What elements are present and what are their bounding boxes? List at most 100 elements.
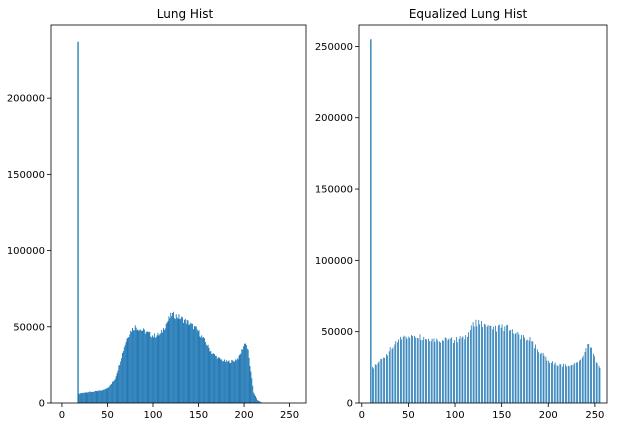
equalized-lung-hist-bar xyxy=(408,336,410,403)
equalized-lung-hist-bar xyxy=(451,337,453,403)
equalized-lung-hist-bar xyxy=(439,341,440,403)
lung-hist-bar xyxy=(243,346,245,403)
equalized-lung-hist-bar xyxy=(448,338,450,403)
equalized-lung-hist-bar xyxy=(440,342,441,403)
lung-hist-bar xyxy=(109,385,111,403)
equalized-lung-hist-bar xyxy=(576,362,578,403)
lung-hist-bar xyxy=(211,354,213,403)
lung-hist-bar xyxy=(137,329,139,403)
equalized-lung-hist-bar xyxy=(400,339,402,403)
equalized-lung-hist-bar xyxy=(433,338,435,403)
lung-hist-bar xyxy=(177,318,179,403)
equalized-lung-hist-bar xyxy=(384,357,385,403)
lung-hist-bar xyxy=(113,380,115,403)
lung-hist-bar xyxy=(146,331,148,403)
lung-hist-bar xyxy=(138,331,140,403)
equalized-lung-hist-bar xyxy=(593,353,594,403)
lung-hist-x-tick-label: 50 xyxy=(101,410,114,421)
equalized-lung-hist-bar xyxy=(475,319,477,403)
equalized-lung-hist-bar xyxy=(483,323,485,403)
equalized-lung-hist-bar xyxy=(512,333,514,403)
lung-hist-bar xyxy=(97,390,99,403)
equalized-lung-hist-bar xyxy=(510,330,511,403)
lung-hist-bar xyxy=(118,365,120,403)
lung-hist-bar xyxy=(162,332,164,403)
lung-hist-bar xyxy=(220,359,222,403)
equalized-lung-hist-bar xyxy=(378,361,380,403)
equalized-lung-hist-bar xyxy=(458,338,460,403)
lung-hist-bar xyxy=(212,353,214,403)
lung-hist-bar xyxy=(197,331,199,403)
equalized-lung-hist-bar xyxy=(574,362,576,403)
equalized-lung-hist-bar xyxy=(400,336,401,403)
lung-hist-bar xyxy=(173,311,174,403)
lung-hist-bar xyxy=(241,349,243,403)
lung-hist-bar xyxy=(165,323,167,403)
equalized-lung-hist-bar xyxy=(500,327,502,403)
lung-hist-bar xyxy=(102,390,103,403)
equalized-lung-hist-bar xyxy=(405,336,407,403)
lung-hist-bar xyxy=(84,392,86,403)
equalized-lung-hist-bar xyxy=(375,364,377,403)
lung-hist-bar xyxy=(158,335,160,403)
lung-hist-bar xyxy=(108,387,110,403)
lung-hist-bar xyxy=(149,331,151,403)
equalized-lung-hist-bar xyxy=(565,364,566,403)
equalized-lung-hist-bar xyxy=(416,338,418,403)
lung-hist-bar xyxy=(214,354,215,403)
equalized-lung-hist-bar xyxy=(455,337,457,403)
lung-hist-bar xyxy=(238,355,240,403)
lung-hist-bar xyxy=(88,392,90,403)
lung-hist-y-tick-label: 200000 xyxy=(7,94,45,105)
lung-hist-bar xyxy=(82,392,84,403)
equalized-lung-hist-y-tick-label: 0 xyxy=(347,399,353,410)
lung-hist-bar xyxy=(132,327,133,403)
equalized-lung-hist-bar xyxy=(377,363,379,403)
equalized-lung-hist-x-tick-label: 50 xyxy=(402,410,415,421)
equalized-lung-hist-bar xyxy=(554,362,556,403)
lung-hist-bar xyxy=(189,324,191,403)
lung-hist-bar xyxy=(198,330,200,403)
equalized-lung-hist-bar xyxy=(484,324,486,403)
lung-hist-bar xyxy=(250,371,252,403)
equalized-lung-hist-y-tick-label: 50000 xyxy=(321,327,353,338)
equalized-lung-hist-bar xyxy=(573,364,575,403)
equalized-lung-hist-bar xyxy=(436,338,438,403)
equalized-lung-hist-bar xyxy=(398,339,399,403)
lung-hist-bar xyxy=(119,364,121,403)
equalized-lung-hist-bar xyxy=(525,340,527,403)
lung-hist-bar xyxy=(180,318,182,403)
equalized-lung-hist-bar xyxy=(549,362,550,403)
equalized-lung-hist-bar xyxy=(593,356,595,403)
lung-hist-bar xyxy=(194,326,196,403)
equalized-lung-hist-bar xyxy=(548,360,550,403)
lung-hist-bar xyxy=(136,330,138,403)
equalized-lung-hist-x-tick-label: 0 xyxy=(359,410,365,421)
lung-hist-bar xyxy=(187,320,189,403)
equalized-lung-hist-bar xyxy=(442,341,444,403)
equalized-lung-hist-bar xyxy=(515,332,517,403)
equalized-lung-hist-bar xyxy=(478,320,480,403)
lung-hist-bar xyxy=(110,384,112,403)
lung-hist-bar xyxy=(111,383,113,403)
equalized-lung-hist-bar xyxy=(598,365,600,403)
lung-hist-bar xyxy=(103,389,105,403)
equalized-lung-hist-bar xyxy=(565,366,567,403)
lung-hist-bar xyxy=(202,337,204,403)
lung-hist-bar xyxy=(249,366,251,403)
lung-hist-bar xyxy=(215,355,217,403)
lung-hist-bar xyxy=(96,391,98,403)
equalized-lung-hist-spike-bar xyxy=(370,39,372,403)
equalized-lung-hist-bar xyxy=(431,338,433,403)
equalized-lung-hist-bar xyxy=(430,341,432,403)
lung-hist-bar xyxy=(89,391,91,403)
equalized-lung-hist-bar xyxy=(493,326,495,403)
lung-hist-bar xyxy=(172,313,174,403)
lung-hist-bar xyxy=(247,349,249,403)
lung-hist-bar xyxy=(251,378,253,403)
lung-hist-bar xyxy=(230,362,232,403)
lung-hist-bar xyxy=(185,323,187,403)
lung-hist-x-tick-label: 100 xyxy=(143,410,162,421)
equalized-lung-hist-bar xyxy=(476,326,478,403)
